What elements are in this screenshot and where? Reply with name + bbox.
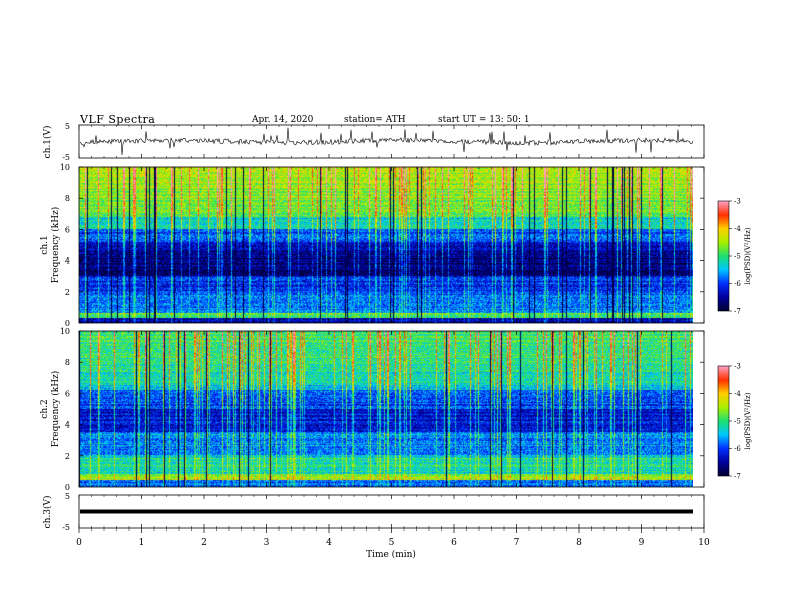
figure-title: VLF Spectra <box>80 113 156 126</box>
spec1-yticks-label-10: 10 <box>60 163 70 172</box>
spec2-yticks-label-0: 0 <box>65 483 70 492</box>
ch2-colorbar: -3 -4 -5 -6 -7 log(PSD)(V²/Hz) <box>717 363 752 481</box>
start-time-label: start UT = 13: 50: 1 <box>438 115 530 125</box>
cbar2-ticks-label--7: -7 <box>734 473 741 481</box>
spec2-yticks-label-8: 8 <box>65 358 70 367</box>
cbar2-ticks-label--3: -3 <box>734 363 741 371</box>
x-tick-label-7: 7 <box>514 538 520 548</box>
x-tick-label-5: 5 <box>389 538 395 548</box>
station-label: station= ATH <box>344 115 406 125</box>
cbar1-ticks-label--5: -5 <box>734 253 741 261</box>
ch1-waveform-line <box>79 127 694 156</box>
spec2-yticks-label-2: 2 <box>65 452 70 461</box>
ch1-spectrogram-image <box>79 167 693 323</box>
x-tick-label-4: 4 <box>326 538 332 548</box>
ch1-ytick-top: 5 <box>65 122 70 131</box>
ch1-ytick-bottom: -5 <box>62 153 70 162</box>
ch1-ylabel: ch.1(V) <box>42 126 53 159</box>
ch2-spectrogram-image <box>79 331 693 487</box>
ch2-spec-ylabel-line1: ch.2 <box>40 399 50 418</box>
ch1-colorbar-label: log(PSD)(V²/Hz) <box>744 227 752 284</box>
spec1-yticks-label-2: 2 <box>65 288 70 297</box>
x-tick-label-2: 2 <box>201 538 207 548</box>
ch2-colorbar-image <box>718 366 729 476</box>
ch3-ylabel: ch.3(V) <box>42 496 53 529</box>
cbar2-ticks-label--6: -6 <box>734 445 741 453</box>
x-axis-label: Time (min) <box>366 549 416 560</box>
x-tick-label-6: 6 <box>451 538 457 548</box>
spec2-yticks-label-6: 6 <box>65 389 70 398</box>
ch2-spec-ylabel-line2: Frequency (kHz) <box>50 371 61 448</box>
ch2-spectrogram-panel: 0 2 4 6 8 10 ch.2 Frequency (kHz) <box>40 327 705 492</box>
cbar1-ticks-label--3: -3 <box>734 198 741 206</box>
x-tick-label-8: 8 <box>576 538 582 548</box>
cbar1-ticks-label--6: -6 <box>734 280 741 288</box>
spec1-yticks-label-4: 4 <box>65 257 70 266</box>
x-tick-label-9: 9 <box>639 538 645 548</box>
ch2-colorbar-label: log(PSD)(V²/Hz) <box>744 392 752 449</box>
cbar2-ticks-label--4: -4 <box>734 390 741 398</box>
cbar1-ticks-label--7: -7 <box>734 308 741 316</box>
spec1-yticks-label-0: 0 <box>65 319 70 328</box>
ch3-ytick-bottom: -5 <box>62 523 70 532</box>
spec1-yticks-label-8: 8 <box>65 194 70 203</box>
x-axis-ticks: 0 1 2 3 4 5 6 7 8 9 10 <box>76 125 710 548</box>
spec1-yticks-label-6: 6 <box>65 225 70 234</box>
ch1-spectrogram-panel: 0 2 4 6 8 10 ch.1 Frequency (kHz) <box>40 163 705 328</box>
cbar1-ticks-label--4: -4 <box>734 225 741 233</box>
spec2-yticks-label-10: 10 <box>60 327 70 336</box>
x-tick-label-1: 1 <box>139 538 145 548</box>
date-label: Apr. 14, 2020 <box>252 115 314 125</box>
x-tick-label-0: 0 <box>76 538 82 548</box>
ch2-spec-yticks: 0 2 4 6 8 10 <box>60 327 704 492</box>
ch1-spec-ylabel-line2: Frequency (kHz) <box>50 207 61 284</box>
ch1-colorbar: -3 -4 -5 -6 -7 log(PSD)(V²/Hz) <box>717 198 752 316</box>
cbar2-ticks-label--5: -5 <box>734 418 741 426</box>
ch1-spec-ylabel-line1: ch.1 <box>40 235 50 254</box>
x-tick-label-10: 10 <box>698 538 710 548</box>
ch1-colorbar-image <box>718 201 729 311</box>
ch3-ytick-top: 5 <box>65 492 70 501</box>
x-tick-label-3: 3 <box>264 538 270 548</box>
spec2-yticks-label-4: 4 <box>65 421 70 430</box>
ch1-spec-yticks: 0 2 4 6 8 10 <box>60 163 704 328</box>
